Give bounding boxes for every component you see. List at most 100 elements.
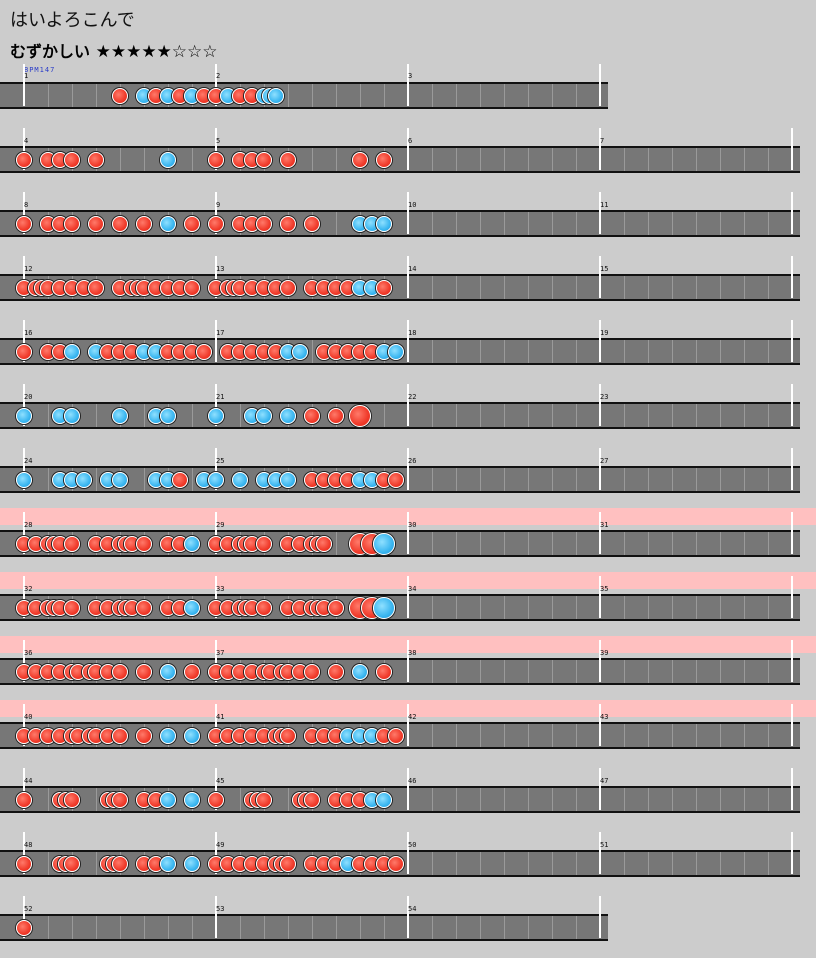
beat-line: [96, 788, 97, 811]
measure-number: 2: [216, 72, 221, 80]
don-note: [112, 88, 128, 104]
measure-number: 12: [24, 265, 33, 273]
ka-note: [352, 664, 368, 680]
beat-line: [720, 596, 721, 619]
measure-number: 54: [408, 905, 417, 913]
beat-line: [744, 724, 745, 747]
beat-line: [192, 916, 193, 939]
ka-note: [64, 408, 80, 424]
beat-line: [744, 468, 745, 491]
beat-line: [168, 916, 169, 939]
don-note: [256, 536, 272, 552]
bar-line: [599, 576, 601, 618]
beat-line: [720, 468, 721, 491]
don-note: [16, 344, 32, 360]
beat-line: [72, 916, 73, 939]
beat-line: [720, 852, 721, 875]
bar-line: [791, 256, 793, 298]
difficulty-line: むずかしい ★★★★★☆☆☆: [10, 38, 218, 62]
beat-line: [528, 148, 529, 171]
beat-line: [552, 212, 553, 235]
beat-line: [480, 532, 481, 555]
don-note: [196, 344, 212, 360]
measure-number: 5: [216, 137, 221, 145]
measure-number: 46: [408, 777, 417, 785]
note-lane: [0, 210, 800, 237]
beat-line: [480, 468, 481, 491]
measure-number: 16: [24, 329, 33, 337]
note-lane: [0, 402, 800, 429]
beat-line: [312, 340, 313, 363]
don-note: [208, 792, 224, 808]
chart-row: 16 17 18 19: [0, 318, 816, 382]
bar-line: [23, 320, 25, 362]
beat-line: [432, 532, 433, 555]
note-lane: [0, 146, 800, 173]
beat-line: [648, 852, 649, 875]
measure-number: 34: [408, 585, 417, 593]
ka-note: [76, 472, 92, 488]
bar-line: [215, 576, 217, 618]
beat-line: [432, 724, 433, 747]
beat-line: [144, 148, 145, 171]
don-note: [388, 856, 404, 872]
bar-line: [23, 448, 25, 490]
song-title: はいよろこんで: [10, 10, 135, 31]
don-note: [136, 664, 152, 680]
ka-note: [112, 408, 128, 424]
beat-line: [648, 340, 649, 363]
ka-note: [184, 856, 200, 872]
measure-number: 1: [24, 72, 29, 80]
beat-line: [144, 468, 145, 491]
beat-line: [48, 916, 49, 939]
bar-line: [215, 640, 217, 682]
bar-line: [791, 768, 793, 810]
beat-line: [768, 148, 769, 171]
bar-line: [215, 128, 217, 170]
beat-line: [552, 276, 553, 299]
don-note: [208, 152, 224, 168]
beat-line: [312, 84, 313, 107]
beat-line: [456, 788, 457, 811]
ka-note: [160, 728, 176, 744]
beat-line: [504, 724, 505, 747]
measure-number: 40: [24, 713, 33, 721]
bar-line: [599, 768, 601, 810]
measure-number: 32: [24, 585, 33, 593]
beat-line: [624, 404, 625, 427]
measure-number: 10: [408, 201, 417, 209]
beat-line: [504, 84, 505, 107]
beat-line: [480, 404, 481, 427]
beat-line: [96, 852, 97, 875]
beat-line: [120, 916, 121, 939]
bar-line: [407, 576, 409, 618]
bpm-label: BPM147: [24, 66, 56, 74]
measure-number: 7: [600, 137, 605, 145]
beat-line: [696, 596, 697, 619]
bar-line: [23, 832, 25, 874]
don-note: [304, 664, 320, 680]
beat-line: [336, 532, 337, 555]
beat-line: [744, 660, 745, 683]
measure-number: 29: [216, 521, 225, 529]
bar-line: [407, 768, 409, 810]
beat-line: [648, 788, 649, 811]
don-note: [16, 792, 32, 808]
bar-line: [23, 128, 25, 170]
bar-line: [215, 512, 217, 554]
beat-line: [432, 148, 433, 171]
bar-line: [215, 768, 217, 810]
don-note: [112, 728, 128, 744]
beat-line: [720, 532, 721, 555]
chart-row: 32 33 34 35: [0, 572, 816, 638]
beat-line: [648, 404, 649, 427]
beat-line: [480, 788, 481, 811]
bar-line: [599, 512, 601, 554]
beat-line: [432, 852, 433, 875]
beat-line: [624, 340, 625, 363]
bar-line: [791, 128, 793, 170]
beat-line: [432, 788, 433, 811]
bar-line: [791, 384, 793, 426]
beat-line: [480, 340, 481, 363]
beat-line: [696, 660, 697, 683]
